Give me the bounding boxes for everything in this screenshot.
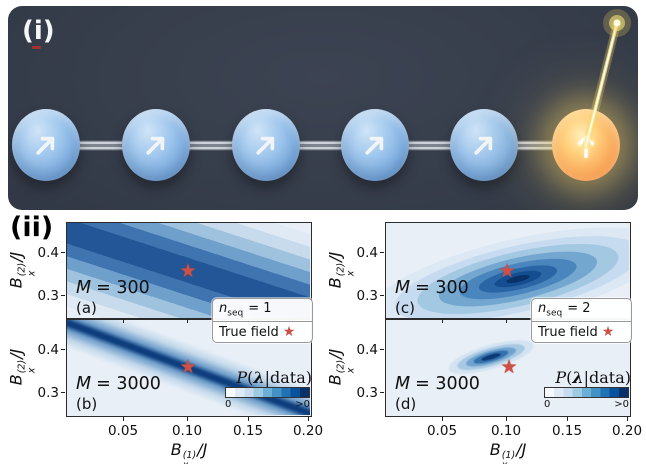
subplot-tag-c: (c)	[395, 299, 415, 317]
y-axis-tick	[61, 252, 65, 254]
y-axis-tick	[61, 392, 65, 394]
bond-connector	[78, 140, 124, 151]
bond-connector	[298, 140, 343, 151]
x-axis-tick	[627, 417, 629, 421]
x-tick-label: 0.10	[171, 423, 203, 439]
m-label-b: M = 3000	[76, 373, 161, 394]
posterior-ellipses-d	[448, 340, 534, 374]
panel-ii-label: (ii)	[10, 212, 54, 243]
spin-sphere	[232, 109, 300, 181]
y-axis-tick	[380, 392, 384, 394]
y-tick-label: 0.4	[356, 342, 378, 358]
x-axis-tick	[567, 417, 569, 421]
spin-chain-panel: (i)	[8, 6, 638, 210]
y-axis-tick	[380, 252, 384, 254]
legend-truefield-row: True field ★	[532, 320, 631, 342]
true-field-marker: ★	[179, 356, 197, 379]
colorbar-min-label: 0	[544, 399, 551, 410]
colorbar-min-label: 0	[225, 399, 232, 410]
m-label-c: M = 300	[395, 278, 469, 298]
y-tick-label: 0.3	[37, 385, 59, 401]
colorbar	[225, 387, 310, 398]
true-field-marker: ★	[498, 260, 516, 283]
subplot-divider	[386, 318, 629, 320]
x-axis-tick	[187, 417, 189, 421]
x-axis-tick	[123, 319, 125, 323]
star-icon: ★	[282, 323, 296, 340]
spin-arrow-icon	[146, 136, 165, 155]
sensor-arrow-icon	[577, 135, 595, 159]
legend-nseq-row: nseq = 1	[219, 301, 272, 319]
x-axis-tick	[308, 417, 310, 421]
true-field-marker: ★	[179, 260, 197, 283]
panel-i-label: (i)	[22, 16, 55, 46]
y-tick-label: 0.3	[356, 288, 378, 304]
y-tick-label: 0.3	[356, 385, 378, 401]
x-axis-label: B(1)x/J	[489, 440, 527, 464]
x-tick-label: 0.05	[426, 423, 458, 439]
x-axis-label: B(1)x/J	[170, 440, 208, 464]
spin-arrow-icon	[474, 136, 493, 155]
y-axis-label: B (2) x/J	[325, 251, 357, 289]
spin-sphere	[450, 109, 518, 181]
x-tick-label: 0.15	[551, 423, 583, 439]
y-axis-tick	[61, 295, 65, 297]
laser-source-glow	[603, 9, 631, 37]
y-axis-tick	[380, 349, 384, 351]
m-label-a: M = 300	[76, 278, 150, 298]
laser-beam	[582, 9, 631, 150]
m-label-d: M = 3000	[395, 373, 480, 394]
red-underline	[32, 46, 41, 49]
y-tick-label: 0.4	[356, 245, 378, 261]
bond-connector	[188, 140, 234, 151]
spin-sphere	[122, 109, 190, 181]
colorbar-max-label: >0	[295, 399, 310, 410]
spin-sphere	[12, 109, 80, 181]
spin-arrow-icon	[36, 136, 55, 155]
legend-nseq-row: nseq = 2	[538, 301, 591, 319]
colorbar	[544, 387, 629, 398]
x-axis-tick	[506, 319, 508, 323]
subplot-divider	[67, 318, 310, 320]
spin-arrow-icon	[365, 136, 384, 155]
x-tick-label: 0.05	[107, 423, 139, 439]
x-axis-tick	[123, 417, 125, 421]
y-axis-label: B (2) x/J	[6, 348, 38, 386]
y-axis-tick	[61, 349, 65, 351]
colorbar-title: P(λ|data)	[236, 368, 312, 387]
x-axis-tick	[506, 417, 508, 421]
star-icon: ★	[601, 323, 615, 340]
y-tick-label: 0.4	[37, 342, 59, 358]
y-axis-label: B (2) x/J	[6, 251, 38, 289]
x-axis-tick	[248, 417, 250, 421]
subplot-tag-b: (b)	[76, 394, 98, 413]
sensor-sphere	[552, 109, 620, 181]
x-tick-label: 0.20	[292, 423, 324, 439]
x-tick-label: 0.20	[611, 423, 643, 439]
spin-sphere	[341, 109, 409, 181]
colorbar-title: P(λ|data)	[555, 368, 631, 387]
legend-nseq2: nseq = 2 True field ★	[531, 298, 632, 343]
x-tick-label: 0.15	[232, 423, 264, 439]
x-axis-tick	[187, 319, 189, 323]
x-axis-tick	[442, 319, 444, 323]
x-tick-label: 0.10	[490, 423, 522, 439]
plot-c: M = 300 (c) ★	[386, 223, 629, 319]
subplot-tag-a: (a)	[76, 299, 97, 317]
bond-connector	[516, 140, 556, 151]
y-axis-label: B (2) x/J	[325, 348, 357, 386]
x-axis-tick	[442, 417, 444, 421]
true-field-marker: ★	[500, 356, 518, 379]
y-tick-label: 0.3	[37, 288, 59, 304]
colorbar-max-label: >0	[614, 399, 629, 410]
legend-truefield-row: True field ★	[213, 320, 312, 342]
bond-connector	[407, 140, 452, 151]
subplot-tag-d: (d)	[395, 394, 417, 413]
y-axis-tick	[380, 295, 384, 297]
y-tick-label: 0.4	[37, 245, 59, 261]
posterior-ellipses-c	[386, 227, 629, 319]
spin-arrow-icon	[256, 136, 275, 155]
legend-nseq1: nseq = 1 True field ★	[212, 298, 313, 343]
